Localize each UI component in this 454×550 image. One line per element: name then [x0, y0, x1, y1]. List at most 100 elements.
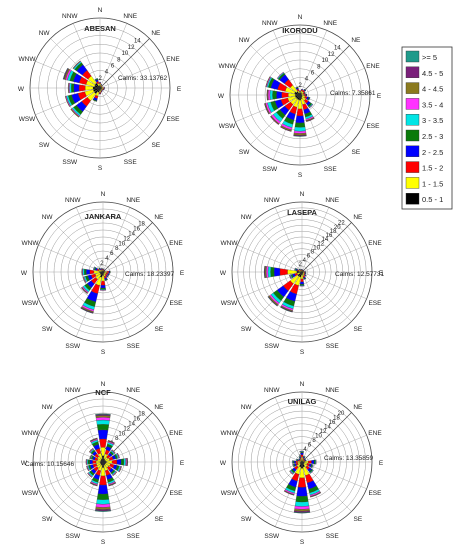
legend-label: 3 - 3.5 [422, 116, 443, 125]
windrose-unilag: NNNENEENEEESESESSESSSWSWWSWWWNWNWNNW2468… [220, 381, 384, 546]
petal-w-bin-7 [281, 91, 289, 99]
direction-label-ene: ENE [368, 430, 382, 437]
legend-swatch [405, 113, 420, 126]
radial-tick-label: 14 [134, 39, 141, 45]
radial-axis [301, 222, 352, 273]
spoke-nnw [274, 397, 303, 463]
calms-label: Calms: 33.13762 [118, 75, 168, 82]
direction-label-se: SE [354, 516, 363, 523]
direction-label-ene: ENE [166, 56, 180, 63]
petal-w-bin-7 [295, 460, 298, 464]
petal-se-bin-5 [304, 274, 307, 277]
petals [283, 450, 322, 514]
windrose-abesan: N NNE NE ENE E ESE SE SSE S SSW SW WSW W WNW NW NNW 2468… [18, 7, 182, 172]
legend-swatch [405, 66, 420, 79]
direction-label-ssw: SSW [65, 533, 81, 540]
spoke-wsw [237, 461, 303, 490]
petal-w-bin-7 [78, 84, 86, 92]
petal-s-bin-6 [97, 484, 109, 495]
direction-label-nnw: NNW [65, 197, 81, 204]
petal-w-bin-4 [69, 83, 72, 93]
petal-ene-bin-2 [117, 452, 120, 459]
direction-label-ese: ESE [368, 300, 382, 307]
petal-ne-bin-7 [101, 85, 103, 87]
calms-label: Calms: 12.57731 [335, 271, 385, 278]
calms-label: Calms: 10.15646 [25, 461, 75, 468]
petal-w-bin-5 [87, 459, 91, 465]
spoke-ene [299, 67, 365, 96]
petal-e-bin-7 [106, 270, 110, 274]
spoke-se [102, 271, 153, 322]
petal-n-bin-3 [95, 417, 111, 421]
windrose-ncf: NNNENEENEEESESESSESSSWSWWSWWWNWNWNNW2468… [21, 381, 185, 546]
petal-wnw-bin-4 [295, 458, 298, 461]
legend-swatch [405, 177, 420, 189]
petal-sse-bin-1 [108, 482, 117, 487]
spoke-nw [252, 222, 303, 273]
direction-label-ne: NE [154, 404, 164, 411]
radial-tick-label: 18 [333, 416, 340, 422]
direction-label-ne: NE [151, 30, 161, 37]
petal-s-bin-7 [100, 280, 106, 286]
direction-label-w: W [18, 86, 25, 93]
petal-ne-bin-6 [104, 269, 106, 271]
petal-ese-bin-5 [305, 272, 307, 275]
petal-s-bin-3 [293, 130, 307, 134]
radial-tick-label: 20 [334, 225, 341, 231]
radial-tick-label: 6 [110, 251, 114, 257]
spoke-nnw [272, 30, 301, 96]
spoke-se [301, 271, 352, 322]
petal-nne-bin-4 [303, 455, 306, 458]
petal-wnw-bin-3 [92, 266, 95, 270]
petal-e-bin-1 [127, 457, 128, 467]
radial-tick-label: 8 [317, 64, 321, 70]
radial-tick-label: 12 [123, 426, 130, 432]
direction-label-n: N [300, 191, 305, 198]
petal-w-bin-6 [86, 269, 91, 275]
radial-tick-label: 10 [315, 434, 322, 440]
direction-label-sw: SW [241, 326, 252, 333]
direction-label-nne: NNE [325, 197, 339, 204]
petal-s-bin-5 [295, 495, 309, 503]
petal-w-bin-0 [263, 265, 265, 279]
direction-label-w: W [220, 270, 227, 277]
petal-sse-bin-4 [104, 279, 108, 281]
radial-tick-label: 16 [133, 226, 140, 232]
direction-label-ne: NE [351, 37, 361, 44]
spoke-nnw [72, 23, 101, 89]
legend-swatch [405, 192, 420, 205]
petal-ese-bin-4 [308, 97, 311, 101]
direction-label-ene: ENE [169, 430, 183, 437]
petal-nw-bin-4 [298, 268, 300, 270]
petal-e-bin-6 [311, 459, 315, 465]
petal-w-bin-6 [273, 267, 281, 277]
direction-label-ssw: SSW [65, 343, 81, 350]
radial-tick-label: 10 [118, 241, 125, 247]
radial-tick-label: 4 [105, 256, 109, 262]
direction-label-se: SE [152, 142, 161, 149]
direction-label-nnw: NNW [65, 387, 81, 394]
direction-label-ene: ENE [368, 240, 382, 247]
direction-label-wnw: WNW [22, 240, 40, 247]
petal-ese-bin-5 [108, 273, 110, 276]
petal-ssw-bin-1 [283, 490, 295, 496]
windrose-jankara: N NNE NE ENE E ESE SE SSE S SSW SW WSW W WNW NW NNW 2468… [21, 191, 185, 356]
petal-s-bin-7 [296, 108, 304, 117]
direction-label-sse: SSE [127, 533, 141, 540]
direction-label-n: N [101, 191, 106, 198]
radial-tick-label: 22 [338, 221, 345, 227]
direction-label-nnw: NNW [264, 197, 280, 204]
direction-label-sse: SSE [127, 343, 141, 350]
petal-n-bin-5 [96, 424, 110, 431]
radial-tick-label: 16 [133, 416, 140, 422]
petal-s-bin-4 [294, 501, 310, 507]
direction-label-w: W [218, 93, 225, 100]
legend-swatch [405, 145, 420, 158]
direction-label-ese: ESE [368, 490, 382, 497]
radial-axis [102, 222, 153, 273]
direction-label-wsw: WSW [221, 300, 238, 307]
petal-se-bin-3 [310, 470, 314, 474]
spoke-ene [102, 244, 168, 273]
petal-ssw-bin-0 [280, 306, 293, 313]
